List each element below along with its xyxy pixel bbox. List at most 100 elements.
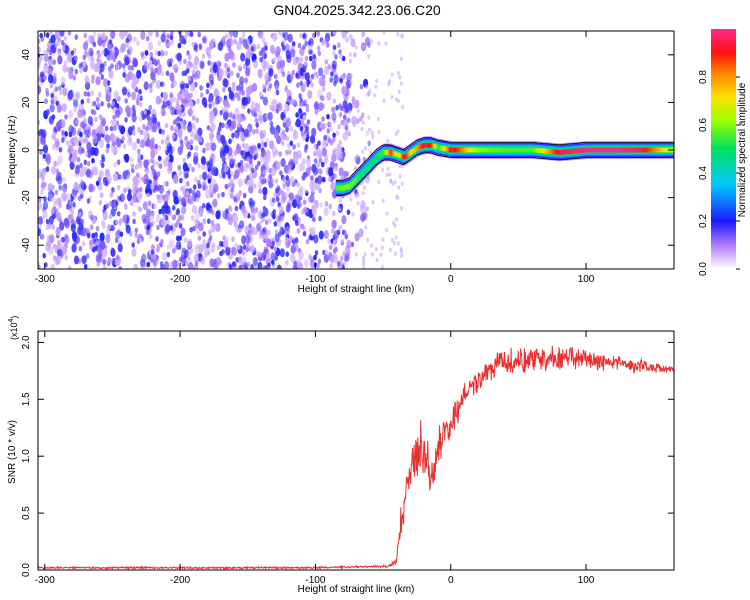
noise-speckle <box>174 222 179 228</box>
noise-speckle <box>242 192 247 199</box>
noise-speckle <box>246 86 252 96</box>
noise-speckle <box>361 112 365 118</box>
noise-speckle <box>121 135 125 142</box>
noise-speckle <box>332 44 337 51</box>
noise-speckle <box>130 65 135 71</box>
noise-speckle <box>97 124 102 131</box>
noise-speckle <box>150 165 155 171</box>
noise-speckle <box>277 231 282 238</box>
noise-speckle <box>182 257 186 264</box>
noise-speckle <box>224 183 229 190</box>
noise-speckle <box>183 119 187 126</box>
noise-speckle <box>271 259 275 266</box>
noise-speckle <box>301 175 306 181</box>
noise-speckle <box>230 187 234 193</box>
spectrogram-signal-ridge <box>335 136 674 197</box>
noise-speckle <box>249 159 253 165</box>
ridge-cell <box>494 147 498 153</box>
noise-speckle <box>83 91 88 97</box>
noise-speckle <box>139 186 143 193</box>
noise-speckle <box>397 70 400 76</box>
noise-speckle <box>245 162 250 169</box>
noise-speckle <box>38 169 43 179</box>
noise-speckle <box>202 231 206 237</box>
noise-speckle <box>400 253 404 258</box>
noise-speckle <box>269 44 275 54</box>
noise-speckle <box>299 126 304 132</box>
noise-speckle <box>74 91 81 101</box>
noise-speckle <box>178 223 183 229</box>
noise-speckle <box>381 167 384 172</box>
noise-speckle <box>221 156 226 163</box>
snr-frame <box>37 330 675 571</box>
noise-speckle <box>122 143 127 150</box>
noise-speckle <box>94 116 98 123</box>
noise-speckle <box>136 69 142 79</box>
noise-speckle <box>289 74 294 80</box>
noise-speckle <box>209 110 215 120</box>
noise-speckle <box>68 124 74 134</box>
noise-speckle <box>354 193 358 198</box>
ridge-cell <box>431 143 434 148</box>
ridge-cell <box>473 147 477 153</box>
noise-speckle <box>81 240 86 247</box>
noise-speckle <box>350 241 355 248</box>
noise-speckle <box>64 131 68 137</box>
noise-speckle <box>161 251 167 261</box>
noise-speckle <box>198 44 203 51</box>
noise-speckle <box>183 237 188 244</box>
noise-speckle <box>317 175 323 185</box>
noise-speckle <box>316 45 321 52</box>
noise-speckle <box>125 37 130 43</box>
noise-speckle <box>157 155 162 162</box>
noise-speckle <box>327 137 332 144</box>
noise-speckle <box>160 107 166 117</box>
noise-speckle <box>159 261 164 267</box>
noise-speckle <box>247 47 252 53</box>
ridge-cell <box>457 147 460 153</box>
noise-speckle <box>73 181 79 191</box>
noise-speckle <box>240 205 246 215</box>
noise-speckle <box>328 244 333 251</box>
noise-speckle <box>285 126 289 133</box>
ridge-cell <box>582 147 585 153</box>
noise-speckle <box>54 86 59 92</box>
noise-speckle <box>290 253 296 263</box>
noise-speckle <box>246 261 251 268</box>
noise-speckle <box>305 125 310 131</box>
noise-speckle <box>113 161 117 168</box>
noise-speckle <box>180 186 184 192</box>
noise-speckle <box>136 138 140 144</box>
noise-speckle <box>50 92 54 99</box>
noise-speckle <box>258 188 262 195</box>
noise-speckle <box>201 202 206 209</box>
ridge-cell <box>657 147 660 153</box>
noise-speckle <box>78 211 82 218</box>
ridge-cell <box>506 147 509 153</box>
noise-speckle <box>271 197 276 203</box>
noise-speckle <box>302 114 307 121</box>
noise-speckle <box>331 50 336 57</box>
ridge-cell <box>338 185 342 191</box>
noise-speckle <box>309 235 313 241</box>
noise-speckle <box>160 49 164 55</box>
noise-speckle <box>111 100 115 107</box>
snr-y-tick-label: 1.0 <box>21 449 32 463</box>
noise-speckle <box>79 122 84 128</box>
noise-speckle <box>191 189 195 196</box>
noise-speckle <box>179 177 183 184</box>
noise-speckle <box>313 254 317 261</box>
noise-speckle <box>116 211 121 217</box>
noise-speckle <box>110 31 116 39</box>
snr-x-ticks: -300 -200 -100 0 100 <box>35 331 595 586</box>
noise-speckle <box>371 134 375 140</box>
noise-speckle <box>341 215 347 225</box>
noise-speckle <box>252 128 256 135</box>
noise-speckle <box>263 141 268 148</box>
noise-speckle <box>85 129 91 138</box>
noise-speckle <box>273 130 279 139</box>
noise-speckle <box>112 107 117 114</box>
spectrogram-y-tick-label: -20 <box>21 190 32 205</box>
noise-speckle <box>392 240 396 246</box>
ridge-cell <box>343 185 347 190</box>
